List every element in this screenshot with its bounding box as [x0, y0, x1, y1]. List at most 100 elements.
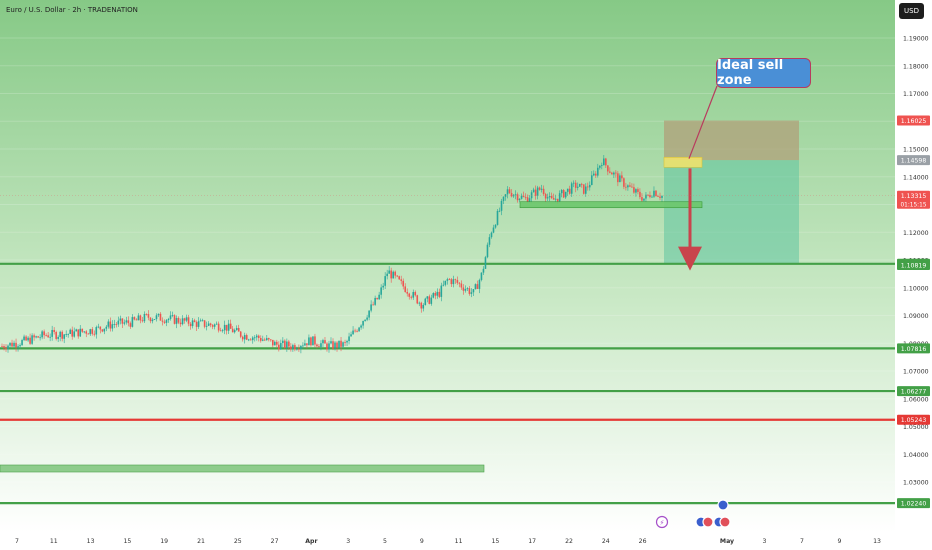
candle-body	[442, 284, 445, 286]
candle-body	[261, 339, 264, 341]
time-axis[interactable]: 7 11 13 15 19 21 25 27 Apr 3 5 9 11 15 17 22 24 26 May 3 7 9 1…	[15, 538, 881, 545]
symbol-title[interactable]: Euro / U.S. Dollar · 2h · TRADENATION	[6, 6, 138, 14]
economic-event-icon	[717, 499, 729, 511]
price-axis-tick: 1.19000	[903, 36, 929, 43]
candle-body	[99, 326, 102, 330]
candle-body	[324, 340, 326, 344]
candle-body	[530, 192, 533, 199]
candle-body	[290, 346, 292, 350]
candle-body	[75, 329, 78, 332]
candle-body	[633, 187, 635, 193]
candle-body	[334, 342, 336, 349]
candle-body	[57, 336, 59, 339]
candle-body	[187, 317, 190, 324]
drawings[interactable]	[0, 85, 895, 473]
candle-body	[472, 289, 475, 293]
candle-body	[145, 313, 148, 315]
candle-body	[23, 336, 25, 341]
candle-body	[37, 336, 39, 338]
candle-body	[167, 318, 170, 321]
candle-body	[356, 330, 358, 332]
candle-body	[318, 346, 320, 348]
candle-body	[247, 339, 250, 341]
candle-body	[272, 339, 274, 346]
candle-body	[639, 191, 641, 198]
candle-body	[149, 317, 152, 322]
price-axis-tick: 1.15000	[903, 147, 929, 154]
candle-body	[476, 284, 479, 289]
candle-body	[107, 321, 110, 327]
candle-body	[422, 304, 425, 309]
candle-body	[43, 331, 45, 336]
level-label-text: 1.07816	[901, 346, 927, 353]
candle-body	[564, 191, 567, 198]
candle-body	[129, 323, 132, 327]
horizontal-levels[interactable]	[0, 262, 895, 505]
candle-body	[191, 320, 194, 327]
price-axis-tick: 1.18000	[903, 63, 929, 70]
candle-body	[147, 314, 150, 318]
candle-body	[526, 197, 529, 202]
candle-body	[504, 194, 507, 197]
candle-body	[376, 297, 378, 300]
candle-body	[141, 320, 144, 322]
candle-body	[31, 335, 33, 344]
candle-body	[348, 336, 350, 342]
candle-body	[342, 342, 344, 347]
price-axis-tick: 1.07000	[903, 369, 929, 376]
candle-body	[39, 337, 41, 339]
candle-body	[572, 182, 575, 184]
level-label-box	[897, 343, 930, 354]
candle-body	[286, 341, 288, 348]
candle-body	[139, 315, 142, 321]
candle-body	[193, 320, 196, 323]
candle-body	[492, 227, 495, 233]
candle-body	[396, 275, 398, 277]
candle-body	[468, 288, 471, 294]
candle-body	[45, 335, 47, 337]
candle-body	[611, 172, 613, 175]
candle-body	[308, 337, 310, 346]
candle-body	[582, 184, 585, 194]
candle-body	[322, 340, 324, 344]
candle-body	[33, 335, 35, 338]
candle-body	[207, 323, 210, 326]
candle-body	[358, 327, 360, 332]
candle-body	[177, 317, 180, 323]
time-axis-tick: 7	[15, 538, 19, 545]
candle-body	[444, 280, 447, 285]
candle-body	[490, 232, 493, 238]
candle-body	[452, 279, 455, 285]
candle-body	[1, 346, 3, 347]
candle-body	[15, 342, 17, 348]
currency-button[interactable]: USD	[899, 3, 924, 19]
candle-body	[105, 326, 108, 329]
event-markers[interactable]: ⚡	[655, 499, 731, 529]
candle-body	[560, 190, 563, 194]
price-label-box	[897, 115, 930, 126]
candle-body	[296, 348, 298, 350]
candle-body	[464, 289, 467, 291]
candle-body	[498, 210, 501, 212]
candle-body	[605, 158, 607, 166]
candle-body	[67, 333, 70, 335]
level-label-box	[897, 498, 930, 509]
time-axis-tick: 13	[87, 538, 95, 545]
candle-body	[542, 188, 545, 195]
candle-body	[364, 319, 366, 322]
candle-body	[514, 194, 517, 196]
callout-pointer	[688, 85, 718, 159]
candle-body	[235, 327, 238, 331]
candle-body	[35, 336, 37, 338]
candle-body	[578, 183, 581, 187]
candle-body	[9, 342, 11, 346]
candle-body	[97, 326, 100, 328]
candle-body	[123, 322, 126, 324]
ideal-sell-zone-callout[interactable]: Ideal sell zone	[716, 58, 811, 88]
candle-body	[661, 196, 663, 198]
candle-body	[420, 302, 423, 309]
candle-body	[276, 341, 278, 345]
candle-body	[340, 340, 342, 347]
time-axis-background	[0, 532, 932, 550]
